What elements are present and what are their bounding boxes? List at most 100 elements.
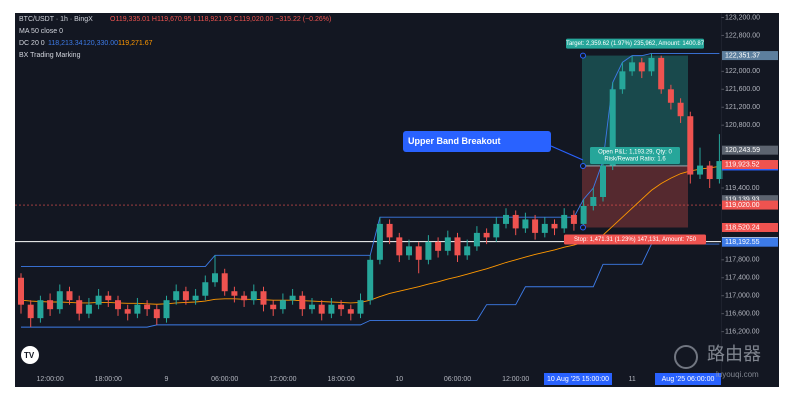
x-tick-label: 12:00:00: [36, 376, 63, 383]
y-tick-label: 121,200.00: [725, 104, 760, 111]
x-tick-label: 06:00:00: [444, 376, 471, 383]
dc-basis: 119,271.67: [118, 40, 153, 47]
price-label: 118,192.55: [725, 239, 760, 246]
price-label-box: [722, 195, 778, 205]
target-label: Target: 2,359.62 (1.97%) 235,962, Amount…: [566, 41, 705, 47]
y-tick-label: 123,200.00: [725, 14, 760, 21]
price-label-box: [722, 160, 778, 170]
candle-body: [444, 237, 451, 251]
candle-body: [609, 89, 616, 166]
position-handle: [580, 224, 586, 231]
annotation: Upper Band Breakout: [408, 136, 501, 146]
watermark-url: luyouqi.com: [716, 370, 759, 379]
x-tick-label: 12:00:00: [502, 376, 529, 383]
candle-body: [37, 300, 44, 319]
candle-body: [396, 237, 403, 256]
candle-body: [212, 273, 218, 283]
indicator-line: [21, 243, 720, 328]
candle-body: [561, 214, 568, 229]
candle-body: [270, 304, 277, 310]
price-label-box: [722, 145, 778, 155]
y-tick-label: 119,400.00: [725, 185, 760, 192]
candle-body: [648, 57, 655, 72]
axis-separator: [721, 13, 722, 372]
svg-text:TV: TV: [24, 351, 35, 360]
position-handle: [580, 52, 586, 59]
dc-upper: 120,330.00: [83, 40, 118, 47]
candle-body: [192, 295, 199, 301]
price-label: 118,520.24: [725, 224, 760, 231]
candle-body: [512, 214, 519, 229]
candle-body: [619, 71, 626, 90]
price-label-box: [722, 200, 778, 210]
price-label: 122,351.37: [725, 52, 760, 59]
position-handle: [580, 162, 586, 169]
candle-body: [425, 241, 432, 260]
watermark: 路由器: [707, 344, 761, 364]
candle-body: [357, 300, 364, 314]
candle-body: [115, 300, 121, 310]
candle-body: [173, 291, 180, 301]
x-tick-label: 18:00:00: [95, 376, 122, 383]
candle-body: [163, 300, 170, 319]
candle-body: [76, 300, 83, 314]
x-tick-label: 10: [395, 376, 403, 383]
price-label: 120,243.59: [725, 147, 760, 154]
candle-body: [347, 309, 354, 314]
candle-body: [551, 223, 558, 229]
price-label: 119,923.52: [725, 161, 760, 168]
target-label-box: [566, 38, 704, 49]
candle-body: [289, 295, 296, 301]
candle-body: [221, 273, 228, 292]
candle-body: [202, 282, 209, 296]
candle-body: [716, 161, 723, 180]
candle-body: [580, 205, 587, 224]
marking-legend: BX Trading Marking: [19, 52, 81, 59]
stop-zone: [582, 165, 688, 228]
candle-body: [522, 219, 529, 229]
candle-body: [706, 165, 713, 180]
y-tick-label: 116,600.00: [725, 311, 760, 318]
y-tick-label: 122,000.00: [725, 68, 760, 75]
ohlc: O119,335.01 H119,670.95 L118,921.03 C119…: [110, 16, 331, 23]
candle-body: [415, 246, 422, 260]
candle-body: [629, 62, 636, 72]
candle-body: [47, 300, 54, 310]
candle-body: [367, 259, 374, 301]
candle-body: [260, 291, 267, 305]
candle-body: [406, 246, 412, 256]
candle-body: [134, 304, 141, 314]
candle-body: [667, 89, 674, 103]
x-tick-label: 11: [628, 376, 635, 383]
candle-body: [658, 57, 665, 90]
stop-label: Stop: 1,471.31 (1.23%) 147,131, Amount: …: [574, 237, 697, 243]
candle-body: [687, 116, 694, 175]
candle-body: [570, 214, 577, 224]
x-tick-label: 12:00:00: [269, 376, 296, 383]
candle-body: [600, 165, 606, 197]
candle-body: [532, 219, 539, 233]
price-label-box: [722, 237, 778, 247]
candle-body: [153, 309, 160, 319]
plot: 116,200.00 116,600.00 117,000.00 117,400.00…: [15, 13, 778, 385]
candle-body: [18, 277, 24, 305]
price-label: 119,020.00: [725, 202, 760, 209]
candle-body: [638, 62, 645, 72]
candle-body: [386, 223, 393, 238]
x-tick-label: 06:00:00: [211, 376, 238, 383]
pnl-label: Open P&L: 1,193.29, Qty: 0: [598, 150, 672, 156]
crosshair-label-box: [655, 373, 721, 385]
candle-body: [318, 304, 325, 314]
candle-body: [182, 291, 189, 301]
pnl-box: [590, 146, 680, 164]
y-tick-label: 117,000.00: [725, 293, 760, 300]
x-tick-label: 18:00:00: [327, 376, 354, 383]
candle-body: [338, 304, 345, 310]
y-tick-label: 117,400.00: [725, 275, 760, 282]
annotation-arrow: [550, 145, 584, 161]
candle-body: [464, 246, 471, 256]
y-tick-label: 120,800.00: [725, 122, 760, 129]
y-tick-label: 117,800.00: [725, 257, 760, 264]
rr-label: Risk/Reward Ratio: 1.6: [604, 157, 666, 163]
